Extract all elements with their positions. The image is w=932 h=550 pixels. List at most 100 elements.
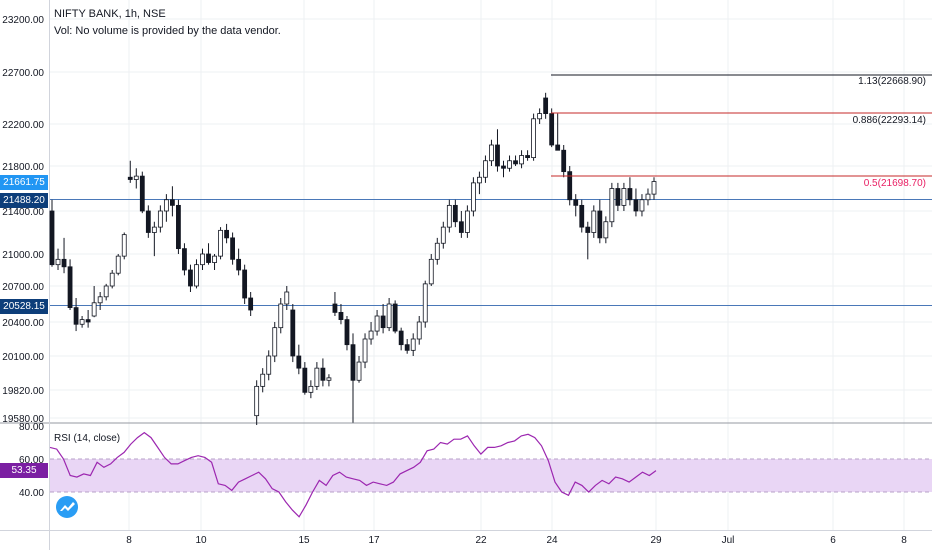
candle-up [121,234,127,257]
candle-down [224,229,229,239]
candle-up [115,255,121,274]
rsi-axis-label: 80.00 [19,422,44,433]
candle [91,286,97,318]
candle [206,243,211,265]
candle-down [332,303,338,313]
candle [645,188,651,206]
candle-down [49,210,55,266]
candle-up [218,229,223,257]
candle [212,254,217,270]
candle-down [230,237,236,260]
candle-down [127,176,133,180]
candle [585,221,591,260]
candle-up [97,296,103,304]
candle-down [344,319,350,346]
candle [651,177,657,200]
candle [344,316,350,351]
candle [139,171,145,214]
candle [458,211,464,238]
candle-down [290,309,296,357]
candle [169,186,175,217]
candle [61,237,67,274]
time-axis-label: 10 [195,535,207,546]
rsi-line [49,431,657,518]
candle-up [464,210,470,233]
candle-up [386,303,392,329]
price-axis-label: 19580.00 [2,414,44,425]
candle [470,177,476,217]
candle-up [314,367,320,387]
candle [200,248,205,270]
candle-up [609,188,615,223]
time-axis-label: 6 [830,535,836,546]
price-axis-label: 23200.00 [2,15,44,26]
time-axis-label: 22 [475,535,487,546]
candle [290,304,296,363]
volume-note: Vol: No volume is provided by the data v… [54,25,281,37]
candle-up [639,199,645,212]
candle-down [248,297,254,311]
candle [609,182,615,228]
candle [507,155,512,172]
candle [278,298,284,334]
candle [392,300,398,334]
candle-down [61,258,67,268]
candle [224,223,229,244]
candle [549,108,555,148]
candle-down [350,344,356,381]
candle [176,199,181,254]
candle-up [651,181,657,195]
symbol-title: NIFTY BANK, 1h, NSE [54,8,166,20]
candle [380,304,386,334]
price-line-tag-upper: 21488.20 [0,193,48,208]
candle [452,199,458,228]
candle-down [236,258,242,271]
candle-up [278,303,284,329]
candle [127,160,133,183]
candle-up [254,385,260,417]
time-axis-label: 24 [546,535,558,546]
candle-up [79,319,85,325]
candle [615,182,621,211]
candle-down [567,171,573,201]
candle-up [194,264,199,287]
candle-down [398,330,404,346]
candle [266,350,272,381]
price-line-tag-lower: 20528.15 [0,299,48,314]
candle-up [272,327,278,357]
candle [284,286,290,310]
candle-down [501,165,506,169]
candle [133,168,139,189]
price-axis-label: 20700.00 [2,282,44,293]
candle-down [579,204,585,228]
candle [308,380,314,399]
rsi-axis-label: 60.00 [19,455,44,466]
time-axis-label: 8 [126,535,132,546]
candle [272,322,278,363]
candle-down [320,367,326,381]
candle [356,356,362,383]
candle [188,264,193,292]
candle-up [260,373,266,387]
candle [157,205,163,233]
candle [597,199,603,244]
candle-down [338,311,344,320]
candle-down [404,344,410,351]
candle [386,298,392,332]
candle-up [422,283,428,323]
candle-up [477,176,482,184]
candle-down [296,355,302,369]
candle [326,374,332,387]
candle [350,333,356,423]
candle-down [513,160,518,165]
tradingview-logo-icon[interactable] [56,496,78,518]
candle-up [151,226,157,233]
candle-up [603,221,609,239]
fib-level-label: 1.13(22668.90) [858,76,926,87]
candle-up [591,210,597,233]
candle [543,92,549,119]
candle [567,166,573,206]
candle-down [597,210,603,239]
price-axis-label: 19820.00 [2,386,44,397]
